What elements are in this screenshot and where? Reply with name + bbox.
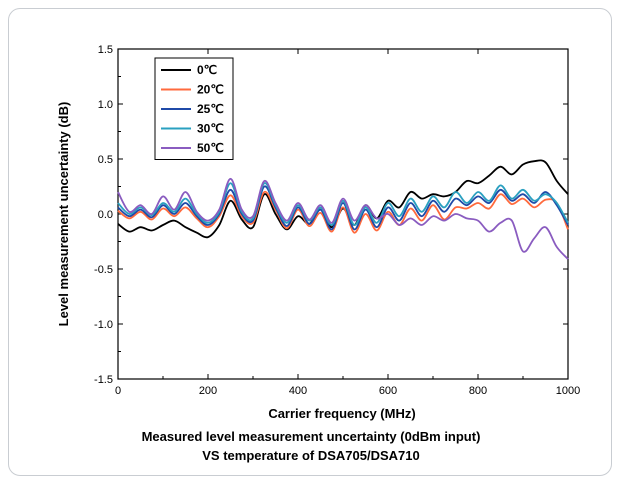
y-tick-label: 1.0 [98,99,113,111]
legend-label: 30℃ [197,122,224,136]
series-lines [117,159,569,260]
legend-label: 0℃ [197,63,217,77]
legend-label: 25℃ [197,102,224,116]
x-tick-label: 200 [199,385,217,397]
series-line-0 [117,159,569,239]
x-tick-label: 800 [469,385,487,397]
legend: 0℃ 20℃ 25℃ 30℃ 50℃ [154,57,234,160]
y-tick-label: -1.0 [94,319,113,331]
caption-line-1: Measured level measurement uncertainty (… [141,429,481,444]
legend-label: 50℃ [197,141,224,155]
x-tick-label: 0 [115,385,121,397]
x-tick-label: 600 [379,385,397,397]
series-line-4 [117,177,569,260]
x-tick-label: 1000 [556,385,580,397]
y-axis-title: Level measurement uncertainty (dB) [56,102,71,327]
legend-box [154,57,234,160]
y-tick-label: -0.5 [94,264,113,276]
y-tick-label: -1.5 [94,374,113,386]
series-line-2 [117,185,569,231]
series-line-1 [117,190,569,234]
slide-frame [8,8,612,476]
series-line-3 [117,182,569,226]
x-axis-title: Carrier frequency (MHz) [268,406,415,421]
y-tick-label: 0.5 [98,154,113,166]
x-tick-label: 400 [289,385,307,397]
caption-line-2: VS temperature of DSA705/DSA710 [202,448,420,463]
legend-label: 20℃ [197,83,224,97]
y-tick-label: 0.0 [98,209,113,221]
axes: 0 200 400 600 800 1000 -1.5 -1.0 -0.5 0.0 0.5 1.0 1.… [94,44,580,397]
y-tick-label: 1.5 [98,44,113,56]
